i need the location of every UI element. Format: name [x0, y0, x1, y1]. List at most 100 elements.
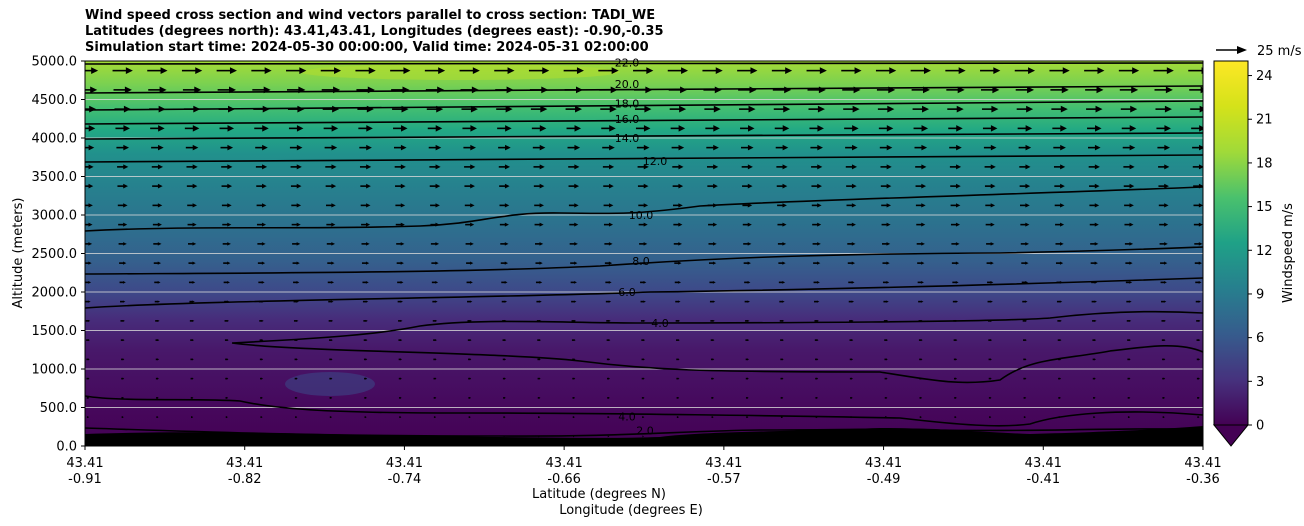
- wind-vector: [1127, 416, 1131, 419]
- chart-title-line-3: Simulation start time: 2024-05-30 00:00:…: [85, 40, 649, 55]
- wind-vector: [600, 105, 617, 113]
- wind-vector: [947, 105, 964, 113]
- wind-vector: [117, 203, 128, 208]
- wind-vector: [1127, 358, 1131, 361]
- wind-vector: [914, 144, 928, 151]
- wind-vector: [86, 416, 90, 419]
- wind-vector: [290, 164, 302, 170]
- wind-vector: [288, 125, 304, 132]
- wind-vector: [468, 416, 471, 419]
- wind-vector: [676, 339, 680, 342]
- wind-vector: [219, 125, 235, 132]
- wind-vector: [255, 144, 268, 151]
- wind-vector: [882, 261, 890, 265]
- wind-vector: [86, 377, 90, 380]
- wind-vector: [711, 416, 714, 419]
- x-tick-latitude: 43.41: [865, 456, 902, 471]
- wind-vector: [849, 358, 854, 361]
- wind-vector: [743, 261, 751, 265]
- wind-vector: [572, 396, 576, 399]
- wind-vector: [988, 358, 992, 361]
- wind-vector: [1190, 105, 1203, 113]
- wind-vector: [292, 242, 301, 246]
- wind-vector: [1119, 86, 1139, 94]
- wind-vector: [844, 125, 859, 132]
- wind-vector: [320, 67, 342, 75]
- wind-vector: [949, 164, 962, 170]
- wind-vector: [667, 67, 689, 75]
- wind-vector: [499, 222, 509, 227]
- wind-vector: [1159, 242, 1168, 246]
- wind-vector: [187, 203, 197, 208]
- wind-vector: [641, 339, 646, 342]
- wind-vector: [498, 144, 511, 151]
- y-axis-label: Altitude (meters): [11, 198, 26, 309]
- wind-vector: [846, 203, 857, 208]
- wind-vector: [86, 396, 90, 399]
- wind-vector: [1054, 183, 1065, 189]
- wind-vector: [602, 144, 615, 151]
- wind-vector: [85, 300, 91, 303]
- wind-vector: [710, 319, 715, 322]
- wind-vector: [468, 377, 472, 380]
- wind-vector: [358, 125, 373, 132]
- wind-vector: [286, 67, 307, 75]
- wind-vector: [986, 261, 994, 265]
- wind-vector: [291, 222, 301, 227]
- wind-vector: [949, 144, 962, 151]
- wind-vector: [534, 203, 544, 208]
- wind-vector: [398, 339, 403, 342]
- wind-vector: [711, 377, 715, 380]
- wind-vector: [468, 396, 472, 399]
- wind-vector: [845, 164, 858, 170]
- wind-vector: [190, 377, 194, 380]
- wind-vector: [811, 203, 822, 208]
- wind-vector: [918, 339, 923, 342]
- wind-vector: [601, 125, 616, 132]
- wind-vector: [398, 377, 402, 380]
- wind-vector: [1124, 222, 1134, 227]
- wind-vector: [808, 105, 825, 113]
- wind-vector: [810, 144, 823, 151]
- wind-vector: [294, 396, 298, 399]
- wind-vector: [363, 339, 368, 342]
- wind-vector: [1055, 261, 1064, 265]
- wind-vector: [537, 339, 541, 342]
- wind-vector: [737, 67, 758, 75]
- x-tick-latitude: 43.41: [226, 456, 263, 471]
- wind-vector: [120, 319, 125, 322]
- y-tick-label: 1000.0: [32, 363, 78, 378]
- wind-vector: [980, 67, 1001, 75]
- wind-vector: [843, 105, 860, 113]
- wind-vector: [536, 300, 542, 303]
- wind-vector: [676, 358, 680, 361]
- contour-label: 12.0: [643, 155, 668, 168]
- wind-vector: [1123, 164, 1135, 170]
- wind-vector: [223, 280, 230, 284]
- wind-vector: [1197, 416, 1200, 419]
- wind-vector: [1127, 396, 1131, 399]
- wind-vector: [915, 183, 927, 189]
- wind-vector: [85, 105, 97, 113]
- colorbar-tick-label: 6: [1256, 331, 1264, 346]
- quiver-key-label: 25 m/s: [1257, 44, 1302, 59]
- wind-vector: [606, 339, 611, 342]
- wind-vector: [327, 280, 335, 284]
- colorbar-tick-label: 15: [1256, 200, 1273, 215]
- wind-vector: [152, 203, 163, 208]
- wind-vector: [364, 396, 367, 399]
- colorbar-min-extension: [1212, 424, 1250, 447]
- contour-12: [85, 154, 1203, 163]
- wind-vector: [1197, 396, 1200, 399]
- wind-vector: [607, 416, 610, 419]
- wind-vector: [188, 261, 196, 265]
- wind-vector: [705, 125, 720, 132]
- y-tick-label: 500.0: [40, 401, 77, 416]
- wind-vector: [1019, 164, 1031, 170]
- wind-vector: [741, 164, 753, 170]
- wind-vector: [1020, 242, 1030, 246]
- wind-vector: [390, 67, 411, 75]
- wind-vector: [636, 144, 650, 151]
- wind-vector: [642, 416, 645, 419]
- wind-vector: [85, 183, 94, 189]
